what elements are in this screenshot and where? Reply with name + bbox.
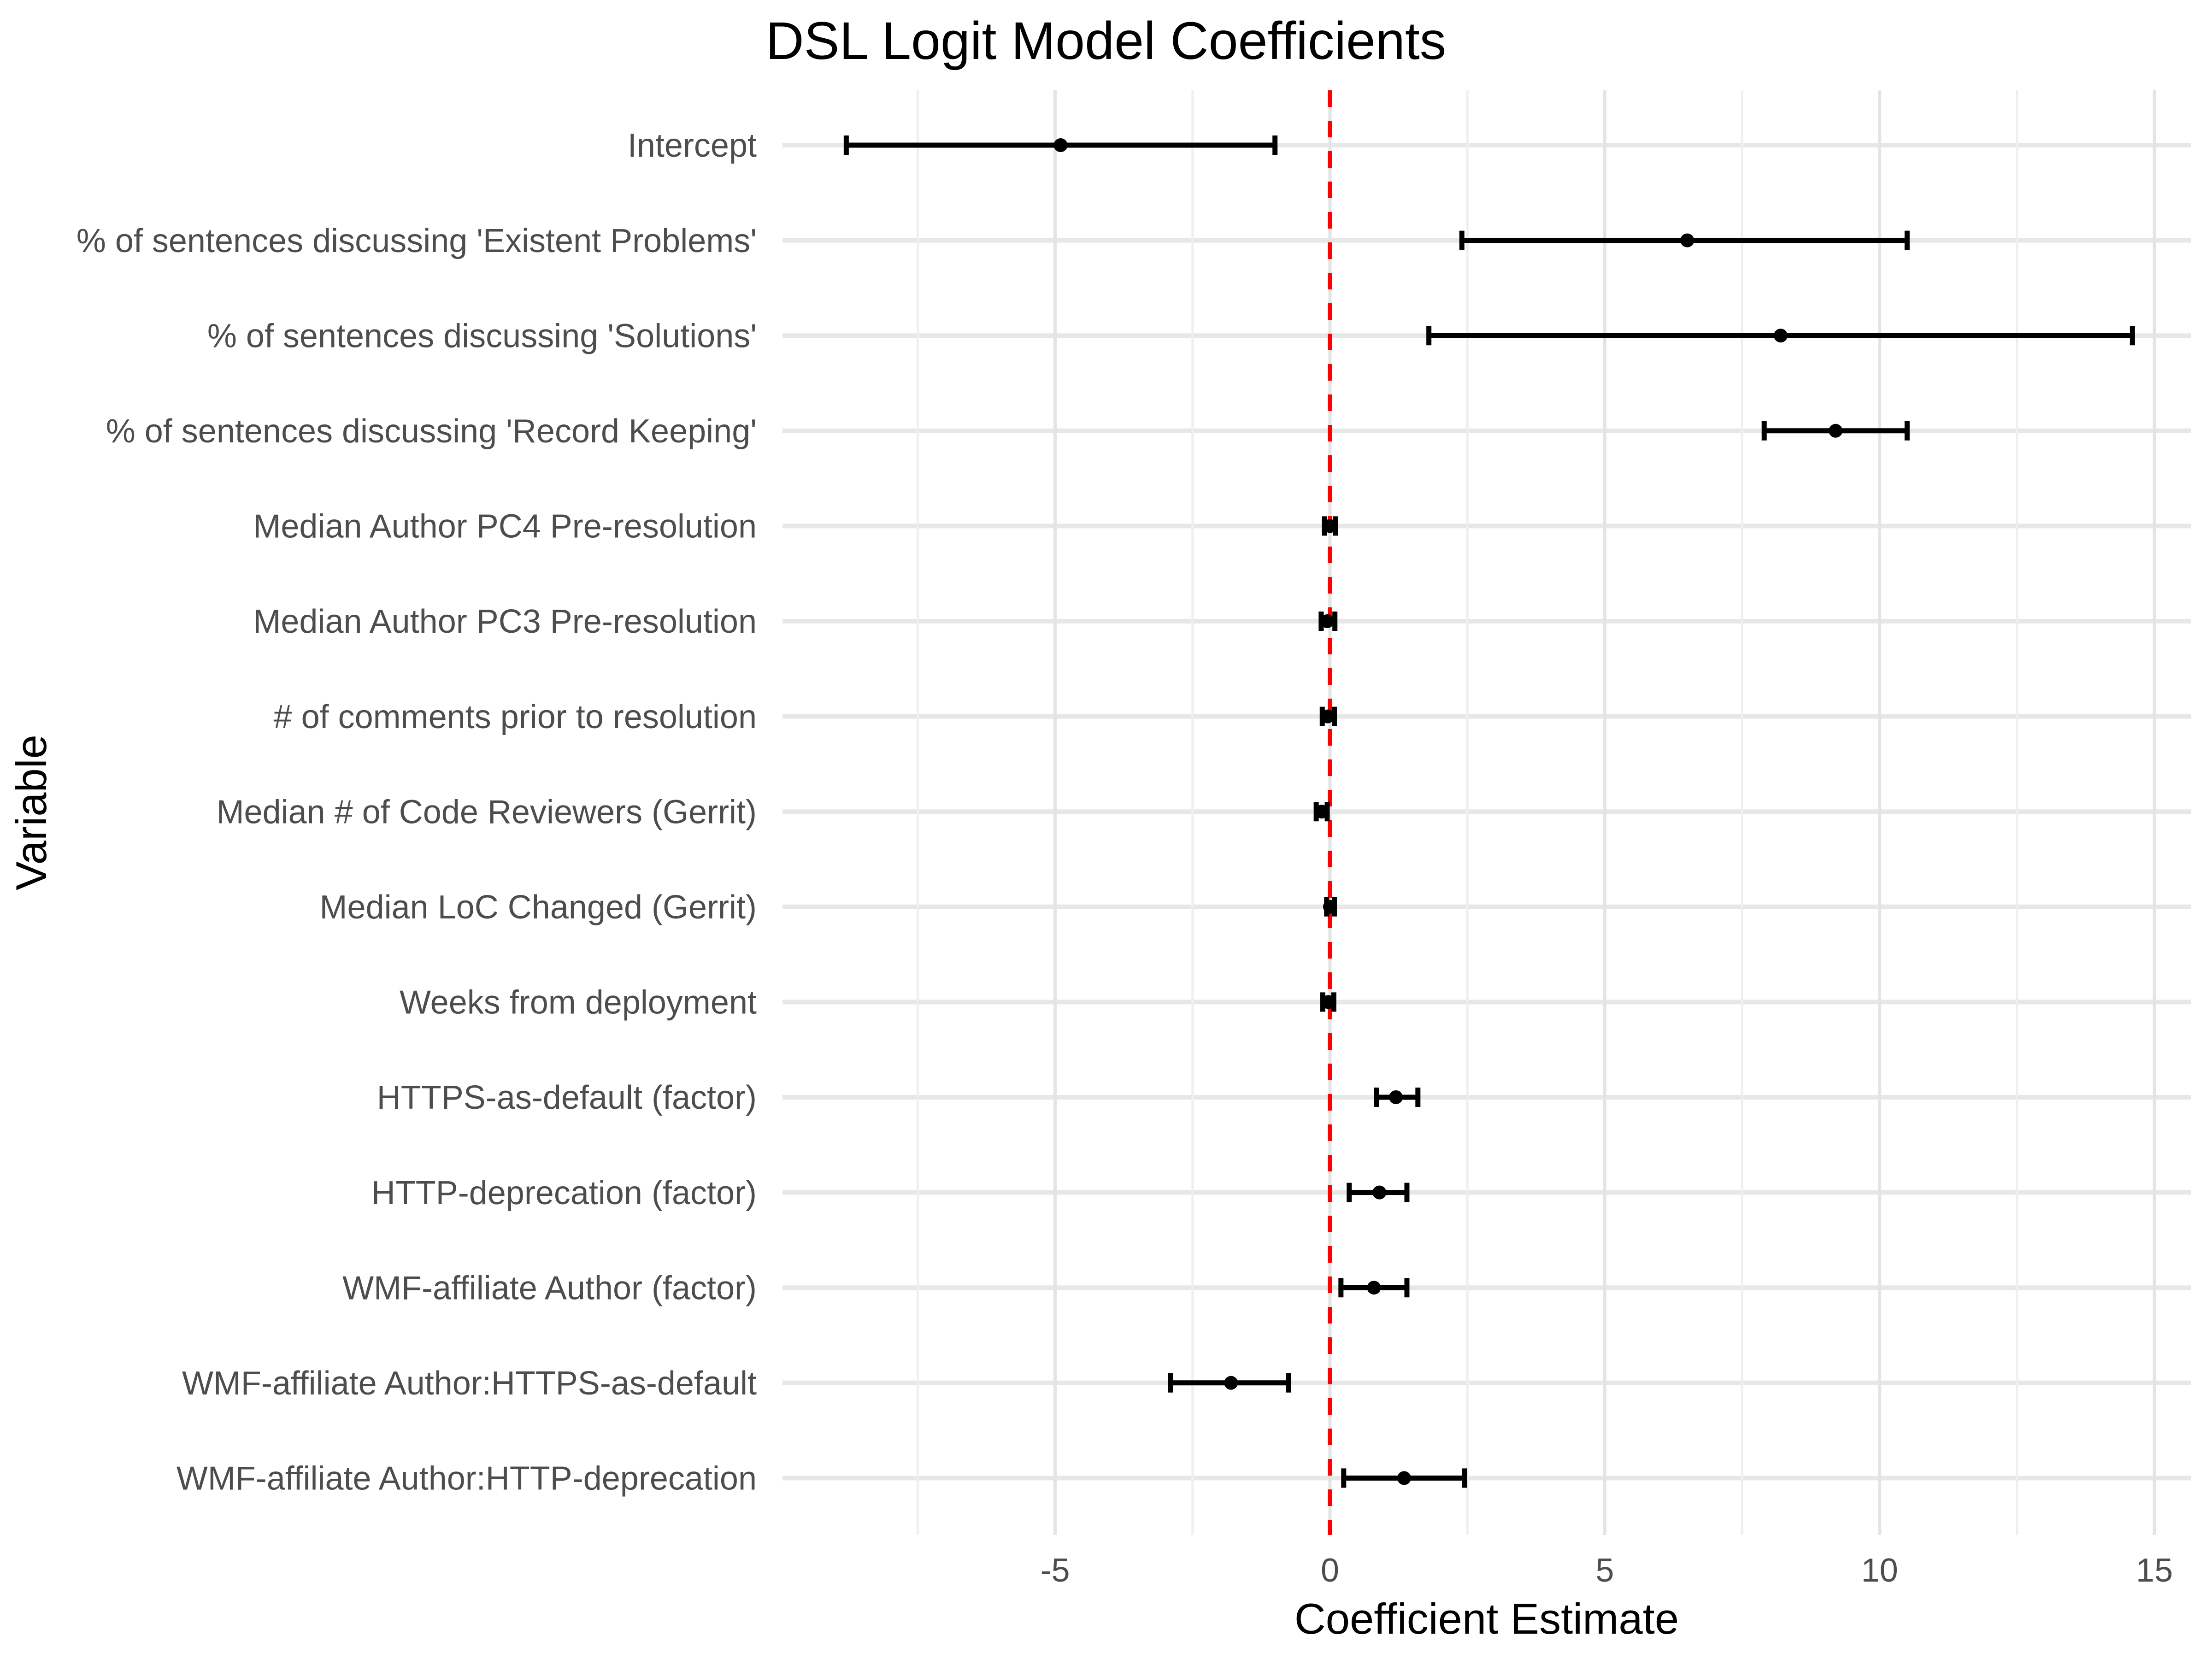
row-gridlines	[782, 143, 2191, 1481]
point-estimate	[1224, 1376, 1238, 1390]
y-axis-label: WMF-affiliate Author (factor)	[342, 1270, 757, 1306]
coefficient-row	[1347, 1182, 1410, 1202]
plot-title: DSL Logit Model Coefficients	[766, 12, 1447, 71]
y-axis-title: Variable	[7, 735, 55, 890]
y-axis-label: WMF-affiliate Author:HTTP-deprecation	[176, 1460, 757, 1497]
point-estimate	[1321, 709, 1335, 724]
y-axis-label: Median LoC Changed (Gerrit)	[320, 889, 757, 926]
y-axis-label: HTTPS-as-default (factor)	[377, 1079, 757, 1116]
y-axis-label: Median Author PC4 Pre-resolution	[253, 508, 757, 545]
y-axis-label: Weeks from deployment	[400, 984, 757, 1021]
coefficient-row	[1168, 1373, 1292, 1393]
x-axis-title: Coefficient Estimate	[1294, 1594, 1679, 1643]
point-estimate	[1397, 1471, 1411, 1485]
coefficient-row	[1374, 1088, 1421, 1107]
point-estimate	[1389, 1090, 1403, 1104]
coefficient-row	[1318, 612, 1338, 631]
point-estimate	[1320, 614, 1335, 628]
y-axis-label: # of comments prior to resolution	[274, 699, 757, 735]
y-axis-label: HTTP-deprecation (factor)	[371, 1175, 757, 1212]
x-tick-label: 0	[1321, 1552, 1339, 1589]
y-axis-label: % of sentences discussing 'Solutions'	[207, 318, 757, 354]
point-estimate	[1774, 329, 1788, 343]
minor-gridlines	[916, 90, 2018, 1535]
coefficient-row	[1322, 516, 1338, 536]
point-estimate	[1315, 805, 1329, 819]
x-tick-label: 5	[1595, 1552, 1614, 1589]
x-tick-label: -5	[1041, 1552, 1070, 1589]
y-axis-label: Intercept	[628, 127, 757, 164]
point-estimate	[1372, 1185, 1387, 1200]
coefficient-row	[1313, 802, 1330, 822]
coefficient-row	[1319, 706, 1337, 726]
y-axis-label: % of sentences discussing 'Record Keepin…	[106, 413, 757, 450]
y-axis-label: Median Author PC3 Pre-resolution	[253, 603, 757, 640]
coefficient-row	[843, 135, 1278, 155]
x-tick-labels: -5 0 5 10 15	[1041, 1552, 2173, 1589]
coefficient-row	[1761, 421, 1910, 441]
y-axis-label: Median # of Code Reviewers (Gerrit)	[217, 794, 757, 830]
y-category-labels: Intercept % of sentences discussing 'Exis…	[76, 127, 757, 1497]
x-tick-label: 15	[2136, 1552, 2173, 1589]
y-axis-label: WMF-affiliate Author:HTTPS-as-default	[182, 1365, 757, 1402]
x-tick-label: 10	[1861, 1552, 1898, 1589]
point-estimate	[1680, 233, 1694, 247]
point-estimate	[1829, 424, 1843, 438]
coefficient-row	[1459, 230, 1910, 250]
coefficient-row	[1426, 326, 2135, 346]
point-estimate	[1323, 900, 1337, 914]
y-axis-label: % of sentences discussing 'Existent Prob…	[76, 223, 757, 259]
coefficient-row	[1341, 1468, 1467, 1488]
point-estimate	[1323, 519, 1337, 533]
point-estimate	[1053, 138, 1068, 152]
major-gridlines	[1053, 90, 2156, 1535]
coefficient-row	[1320, 992, 1336, 1012]
estimate-marks	[843, 135, 2135, 1488]
point-estimate	[1321, 995, 1335, 1009]
coefficient-row	[1338, 1278, 1410, 1298]
coefficient-row	[1323, 897, 1337, 917]
point-estimate	[1367, 1281, 1381, 1295]
